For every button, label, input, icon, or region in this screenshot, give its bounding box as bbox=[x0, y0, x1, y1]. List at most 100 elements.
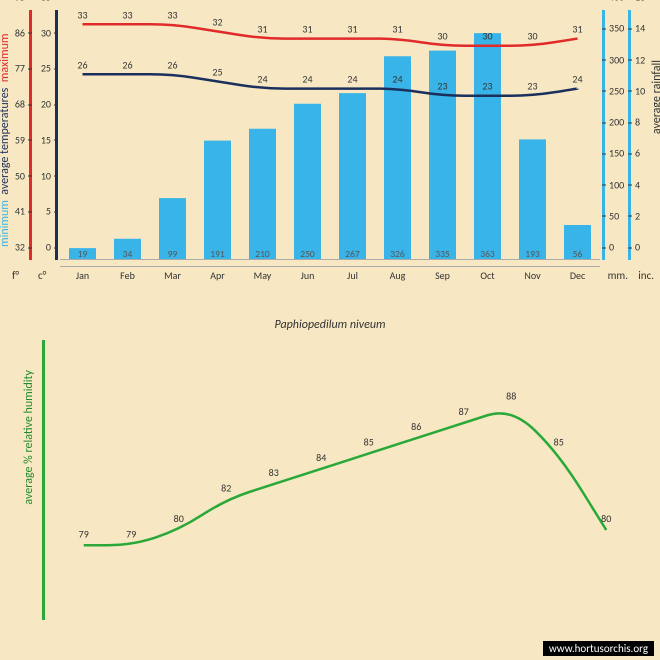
month-label: Jul bbox=[330, 266, 375, 284]
month-label: Jan bbox=[60, 266, 105, 284]
rain-bar bbox=[384, 56, 411, 260]
month-label: Feb bbox=[105, 266, 150, 284]
max-temp-value: 33 bbox=[77, 8, 87, 21]
humidity-line bbox=[84, 413, 607, 545]
tick: 5 bbox=[34, 205, 58, 218]
fahrenheit-axis: 3241505968778695 bbox=[8, 10, 32, 260]
min-temp-value: 24 bbox=[347, 73, 357, 86]
month-label: Mar bbox=[150, 266, 195, 284]
tick: 35 bbox=[34, 0, 58, 4]
tick: 68 bbox=[8, 98, 32, 111]
humidity-axis-label: average % relative humidity bbox=[22, 370, 36, 505]
tick: 12 bbox=[628, 53, 652, 66]
plot-area-top: 1934991912102502673263353631935633333332… bbox=[60, 10, 600, 260]
tick: 250 bbox=[602, 84, 626, 97]
month-label: Sep bbox=[420, 266, 465, 284]
min-temp-value: 24 bbox=[302, 73, 312, 86]
tick: 15 bbox=[34, 133, 58, 146]
tick: 0 bbox=[34, 241, 58, 254]
max-temp-value: 33 bbox=[122, 8, 132, 21]
min-temp-value: 23 bbox=[437, 80, 447, 93]
tick: 32 bbox=[8, 241, 32, 254]
tick: 6 bbox=[628, 147, 652, 160]
tick: 16 bbox=[628, 0, 652, 4]
humidity-value: 85 bbox=[554, 436, 564, 449]
max-temp-value: 30 bbox=[482, 30, 492, 43]
humidity-value: 83 bbox=[269, 466, 279, 479]
rain-bar bbox=[204, 141, 231, 260]
humidity-value: 79 bbox=[79, 527, 89, 540]
min-temp-value: 24 bbox=[392, 73, 402, 86]
inc-unit: inc. bbox=[638, 269, 654, 282]
tick: 77 bbox=[8, 62, 32, 75]
tick: 50 bbox=[8, 169, 32, 182]
baseline bbox=[60, 259, 600, 260]
max-temp-value: 32 bbox=[212, 15, 222, 28]
month-label: Apr bbox=[195, 266, 240, 284]
humidity-chart: average % relative humidity 79 79 80 82 83 84… bbox=[0, 340, 660, 640]
species-title: Paphiopedilum niveum bbox=[0, 318, 660, 332]
tick: 0 bbox=[602, 241, 626, 254]
rain-bar bbox=[249, 129, 276, 260]
tick: 10 bbox=[628, 84, 652, 97]
min-temp-value: 26 bbox=[122, 58, 132, 71]
humidity-value: 80 bbox=[601, 512, 611, 525]
min-temp-value: 23 bbox=[527, 80, 537, 93]
c-unit: c° bbox=[38, 269, 46, 282]
min-temp-value: 26 bbox=[167, 58, 177, 71]
min-temp-value: 26 bbox=[77, 58, 87, 71]
humidity-value: 86 bbox=[411, 420, 421, 433]
rain-bar bbox=[294, 104, 321, 260]
humidity-value: 84 bbox=[316, 451, 326, 464]
month-label: Oct bbox=[465, 266, 510, 284]
humidity-value: 79 bbox=[126, 527, 136, 540]
tick: 20 bbox=[34, 98, 58, 111]
humidity-axis-bar bbox=[42, 340, 45, 620]
tick: 14 bbox=[628, 22, 652, 35]
humidity-value: 82 bbox=[221, 481, 231, 494]
inches-axis: 0246810121416 bbox=[628, 10, 652, 260]
tick: 4 bbox=[628, 178, 652, 191]
max-temp-value: 33 bbox=[167, 8, 177, 21]
month-label: Nov bbox=[510, 266, 555, 284]
tick: 100 bbox=[602, 178, 626, 191]
top-svg: 1934991912102502673263353631935633333332… bbox=[60, 10, 600, 260]
tick: 50 bbox=[602, 209, 626, 222]
tick: 30 bbox=[34, 26, 58, 39]
x-axis-months: JanFebMarAprMayJunJulAugSepOctNovDec bbox=[60, 266, 600, 284]
max-temp-value: 31 bbox=[347, 23, 357, 36]
max-temp-value: 31 bbox=[572, 23, 582, 36]
bottom-svg: 797980828384858687888580 bbox=[60, 350, 630, 620]
tick: 350 bbox=[602, 22, 626, 35]
month-label: Jun bbox=[285, 266, 330, 284]
climate-chart: minimum average temperatures maximum ave… bbox=[0, 0, 660, 330]
mm-axis: 050100150200250300350400 bbox=[602, 10, 626, 260]
max-temp-value: 30 bbox=[437, 30, 447, 43]
min-temp-value: 24 bbox=[572, 73, 582, 86]
min-temp-value: 25 bbox=[212, 65, 222, 78]
tick: 10 bbox=[34, 169, 58, 182]
humidity-value: 85 bbox=[364, 436, 374, 449]
humidity-value: 80 bbox=[174, 512, 184, 525]
month-label: May bbox=[240, 266, 285, 284]
max-temp-value: 31 bbox=[257, 23, 267, 36]
min-temp-line bbox=[83, 74, 578, 95]
max-temp-value: 31 bbox=[392, 23, 402, 36]
max-temp-line bbox=[83, 24, 578, 45]
humidity-value: 88 bbox=[506, 390, 516, 403]
tick: 0 bbox=[628, 241, 652, 254]
tick: 150 bbox=[602, 147, 626, 160]
rain-bar bbox=[339, 93, 366, 260]
f-unit: f° bbox=[12, 269, 19, 282]
tick: 400 bbox=[602, 0, 626, 4]
tick: 8 bbox=[628, 116, 652, 129]
tick: 41 bbox=[8, 205, 32, 218]
tick: 25 bbox=[34, 62, 58, 75]
tick: 86 bbox=[8, 26, 32, 39]
min-temp-value: 23 bbox=[482, 80, 492, 93]
month-label: Dec bbox=[555, 266, 600, 284]
max-temp-value: 30 bbox=[527, 30, 537, 43]
celsius-axis: 05101520253035 bbox=[34, 10, 58, 260]
min-temp-value: 24 bbox=[257, 73, 267, 86]
tick: 200 bbox=[602, 116, 626, 129]
